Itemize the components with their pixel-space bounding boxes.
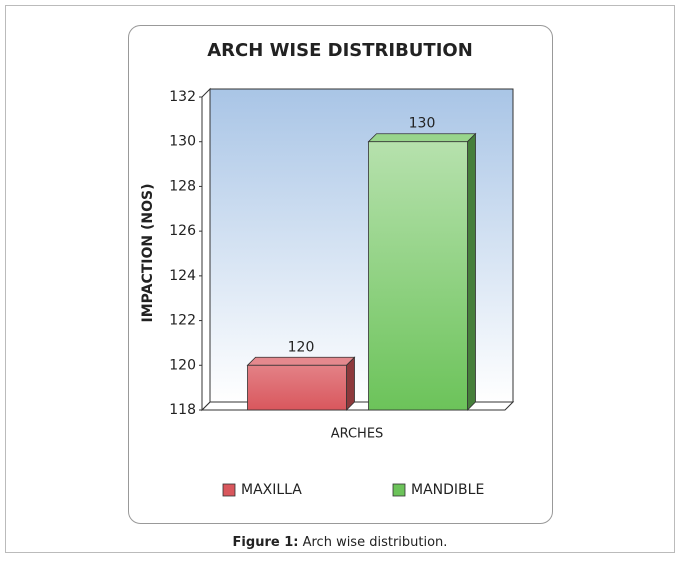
bar-front bbox=[368, 141, 468, 411]
legend-label: MAXILLA bbox=[241, 482, 302, 498]
y-tick-label: 122 bbox=[169, 313, 196, 329]
caption: Figure 1: Arch wise distribution. bbox=[233, 535, 448, 550]
y-tick-label: 132 bbox=[169, 89, 196, 105]
figure-frame bbox=[5, 5, 675, 553]
bar-top bbox=[246, 356, 356, 366]
value-label: 130 bbox=[409, 116, 436, 132]
legend-swatch bbox=[392, 483, 406, 497]
y-tick-label: 124 bbox=[169, 268, 196, 284]
legend-swatch bbox=[222, 483, 236, 497]
bar-front bbox=[247, 364, 347, 411]
bar-top bbox=[367, 133, 477, 143]
caption-text: Arch wise distribution. bbox=[303, 535, 448, 550]
bar bbox=[246, 356, 356, 411]
caption-label: Figure 1: bbox=[233, 535, 299, 550]
y-tick-label: 118 bbox=[169, 402, 196, 418]
chart-title: ARCH WISE DISTRIBUTION bbox=[207, 40, 473, 61]
y-tick-label: 130 bbox=[169, 134, 196, 150]
x-axis-label: ARCHES bbox=[331, 427, 384, 442]
y-axis-label: IMPACTION (NOS) bbox=[140, 184, 156, 323]
y-tick-label: 126 bbox=[169, 223, 196, 239]
value-label: 120 bbox=[288, 339, 315, 355]
y-tick-label: 128 bbox=[169, 178, 196, 194]
y-axis-side bbox=[201, 87, 211, 412]
bar bbox=[367, 132, 477, 411]
y-tick-label: 120 bbox=[169, 357, 196, 373]
legend-label: MANDIBLE bbox=[411, 482, 484, 498]
bar-side bbox=[467, 132, 476, 411]
bar-side bbox=[346, 356, 355, 411]
